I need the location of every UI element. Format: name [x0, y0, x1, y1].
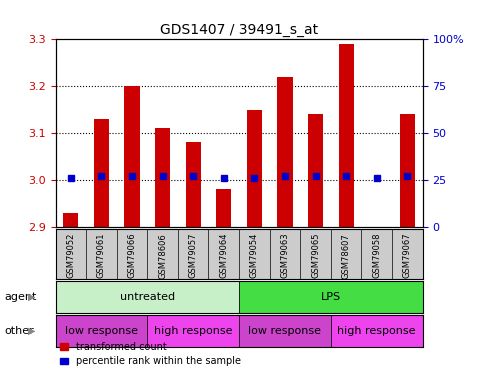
- Text: low response: low response: [65, 326, 138, 336]
- Bar: [147, 315, 239, 347]
- Text: untreated: untreated: [120, 292, 175, 302]
- Text: GSM79066: GSM79066: [128, 233, 137, 278]
- Bar: [216, 189, 231, 227]
- Text: GSM79052: GSM79052: [66, 233, 75, 278]
- Bar: [56, 315, 147, 347]
- Bar: [56, 281, 239, 313]
- Bar: [155, 128, 170, 227]
- Bar: [185, 142, 201, 227]
- Text: GSM79054: GSM79054: [250, 233, 259, 278]
- Text: LPS: LPS: [321, 292, 341, 302]
- Text: high response: high response: [154, 326, 232, 336]
- Bar: [247, 110, 262, 227]
- Text: high response: high response: [338, 326, 416, 336]
- Bar: [239, 281, 423, 313]
- Text: GSM79057: GSM79057: [189, 233, 198, 278]
- Text: GSM79061: GSM79061: [97, 233, 106, 278]
- Text: GSM79064: GSM79064: [219, 233, 228, 278]
- Text: ▶: ▶: [28, 292, 35, 302]
- Bar: [63, 213, 78, 227]
- Bar: [277, 77, 293, 227]
- Text: GSM79063: GSM79063: [281, 233, 289, 278]
- Text: agent: agent: [5, 292, 37, 302]
- Text: GSM79065: GSM79065: [311, 233, 320, 278]
- Bar: [239, 315, 331, 347]
- Bar: [94, 119, 109, 227]
- Text: other: other: [5, 326, 35, 336]
- Title: GDS1407 / 39491_s_at: GDS1407 / 39491_s_at: [160, 23, 318, 37]
- Text: GSM78606: GSM78606: [158, 233, 167, 279]
- Text: GSM78607: GSM78607: [341, 233, 351, 279]
- Bar: [400, 114, 415, 227]
- Text: GSM79058: GSM79058: [372, 233, 381, 278]
- Text: low response: low response: [248, 326, 322, 336]
- Bar: [339, 44, 354, 227]
- Bar: [125, 86, 140, 227]
- Bar: [308, 114, 323, 227]
- Legend: transformed count, percentile rank within the sample: transformed count, percentile rank withi…: [60, 342, 241, 366]
- Text: GSM79067: GSM79067: [403, 233, 412, 278]
- Text: ▶: ▶: [28, 326, 35, 336]
- Bar: [331, 315, 423, 347]
